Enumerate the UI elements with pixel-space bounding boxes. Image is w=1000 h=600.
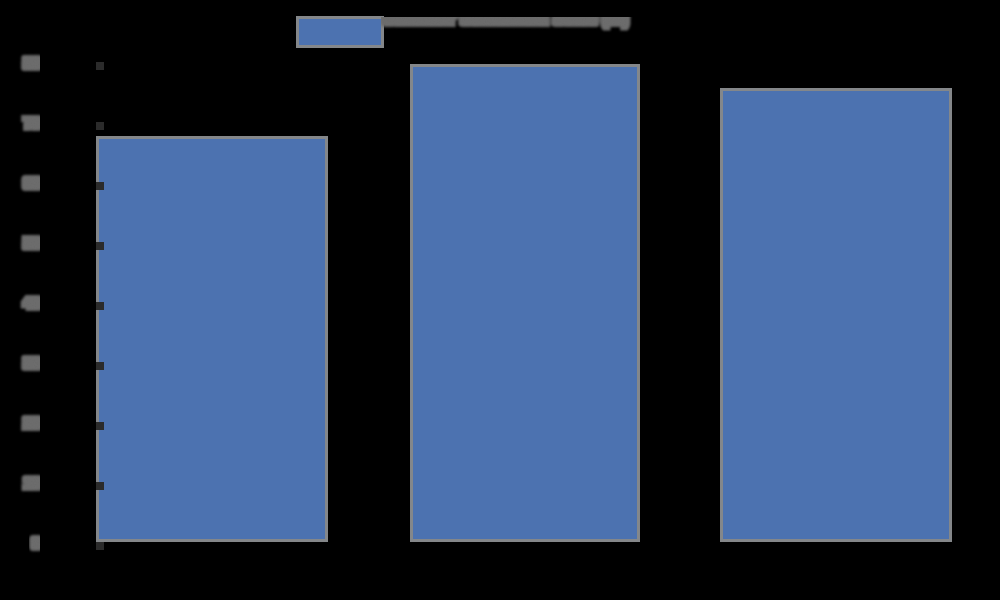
- svg-text:50: 50: [23, 235, 40, 252]
- svg-text:Customer Satisfaction Score (%: Customer Satisfaction Score (%): [382, 17, 629, 28]
- svg-text:20: 20: [23, 415, 40, 432]
- svg-text:70: 70: [23, 115, 40, 132]
- svg-text:40: 40: [23, 295, 40, 312]
- svg-text:0: 0: [32, 535, 40, 552]
- svg-text:80: 80: [23, 55, 40, 72]
- svg-text:30: 30: [23, 355, 40, 372]
- svg-text:10: 10: [23, 475, 40, 492]
- svg-text:60: 60: [23, 175, 40, 192]
